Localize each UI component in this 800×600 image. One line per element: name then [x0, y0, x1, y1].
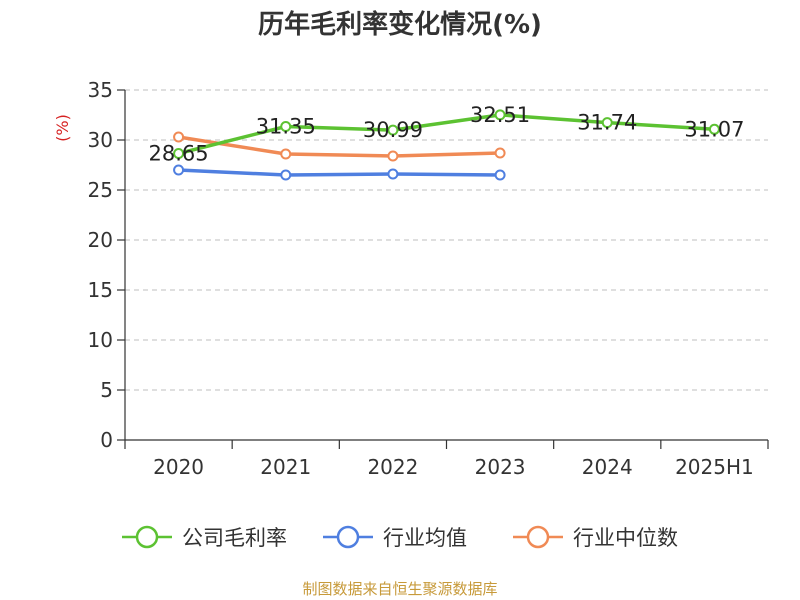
- x-tick-label: 2021: [260, 455, 311, 479]
- data-point: [173, 148, 185, 159]
- data-point: [387, 168, 399, 180]
- data-point: [494, 169, 506, 181]
- legend-marker: [135, 525, 159, 549]
- data-label: 32.51: [470, 103, 530, 127]
- x-tick-label: 2024: [582, 455, 633, 479]
- data-label: 31.35: [256, 115, 316, 139]
- legend-label[interactable]: 行业中位数: [573, 526, 678, 550]
- x-tick-label: 2025H1: [675, 455, 754, 479]
- y-tick-label: 20: [88, 228, 113, 252]
- series-line-2: [178, 135, 501, 158]
- data-labels: 28.65 31.35 30.99 32.51 31.74 31.07: [149, 103, 745, 166]
- y-tick-label: 35: [88, 78, 113, 102]
- data-point: [494, 109, 506, 121]
- data-label: 31.07: [684, 117, 744, 141]
- y-tick-label: 30: [88, 128, 113, 152]
- data-point: [173, 131, 185, 143]
- data-point: [280, 121, 292, 132]
- legend-label[interactable]: 公司毛利率: [182, 526, 287, 550]
- data-label: 31.74: [577, 111, 637, 135]
- y-axis-label: (%): [53, 114, 72, 142]
- y-tick-label: 5: [100, 378, 113, 402]
- chart-title: 历年毛利率变化情况(%): [258, 10, 542, 40]
- x-tick-label: 2023: [475, 455, 526, 479]
- data-point: [387, 150, 399, 162]
- axes: 0 5 10 15 20 25 30 35 (%) 2020 2021 2022 2023 2024 202…: [53, 78, 769, 479]
- data-point: [280, 148, 292, 160]
- legend-marker: [526, 525, 550, 549]
- y-tick-label: 15: [88, 278, 113, 302]
- y-tick-label: 10: [88, 328, 113, 352]
- legend[interactable]: 公司毛利率 行业均值 行业中位数: [122, 525, 678, 550]
- data-point: [387, 124, 399, 136]
- data-point: [601, 117, 613, 129]
- source-note: 制图数据来自恒生聚源数据库: [302, 580, 498, 598]
- data-label: 28.65: [149, 142, 209, 166]
- x-tick-label: 2022: [367, 455, 418, 479]
- x-tick-label: 2020: [153, 455, 204, 479]
- data-point: [173, 164, 185, 176]
- series-lines: [173, 109, 720, 181]
- grid-lines: [125, 89, 768, 391]
- series-line-0: [178, 113, 715, 156]
- legend-marker: [336, 525, 360, 549]
- series-line-1: [178, 168, 501, 177]
- data-point: [708, 123, 720, 135]
- data-label: 30.99: [363, 118, 423, 142]
- data-point: [280, 169, 292, 181]
- data-point: [494, 147, 506, 159]
- y-tick-label: 25: [88, 178, 113, 202]
- y-tick-label: 0: [100, 428, 113, 452]
- legend-label[interactable]: 行业均值: [383, 526, 467, 550]
